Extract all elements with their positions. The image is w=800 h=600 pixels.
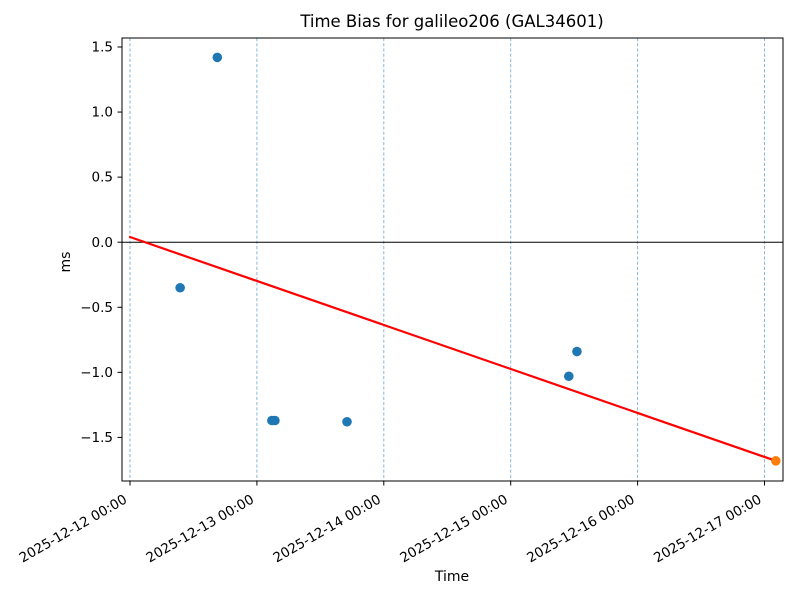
y-tick-label: 0.0 [92, 235, 113, 251]
chart-title: Time Bias for galileo206 (GAL34601) [299, 12, 603, 31]
x-tick-label: 2025-12-14 00:00 [270, 492, 383, 567]
y-tick-label: −1.5 [80, 430, 113, 446]
x-tick-label: 2025-12-15 00:00 [397, 492, 510, 567]
x-tick-label: 2025-12-13 00:00 [144, 492, 257, 567]
gridlines [129, 38, 765, 481]
x-tick-marks [129, 481, 765, 486]
latest-data-point [770, 456, 781, 466]
scatter-points [175, 52, 781, 466]
y-tick-label: −0.5 [80, 300, 113, 316]
data-point [342, 416, 352, 427]
data-point [175, 282, 185, 293]
x-axis-label: Time [434, 569, 469, 585]
data-point [270, 415, 280, 426]
plot-frame [121, 37, 784, 482]
x-tick-label: 2025-12-12 00:00 [17, 492, 130, 567]
y-tick-label: 1.5 [92, 40, 113, 56]
trend-line [128, 235, 777, 462]
y-tick-label: 1.0 [92, 105, 113, 121]
x-tick-label: 2025-12-16 00:00 [524, 492, 637, 567]
x-tick-labels: 2025-12-12 00:00 2025-12-13 00:00 2025-12-… [17, 492, 765, 567]
y-tick-label: 0.5 [92, 170, 113, 186]
y-tick-marks [117, 46, 122, 438]
data-point [212, 52, 223, 63]
x-tick-label: 2025-12-17 00:00 [651, 492, 764, 567]
y-axis-label: ms [58, 252, 74, 273]
data-point [564, 371, 574, 382]
y-tick-labels: 1.5 1.0 0.5 0.0 −0.5 −1.0 −1.5 [80, 40, 113, 446]
data-point [572, 346, 582, 357]
y-tick-label: −1.0 [80, 365, 113, 381]
